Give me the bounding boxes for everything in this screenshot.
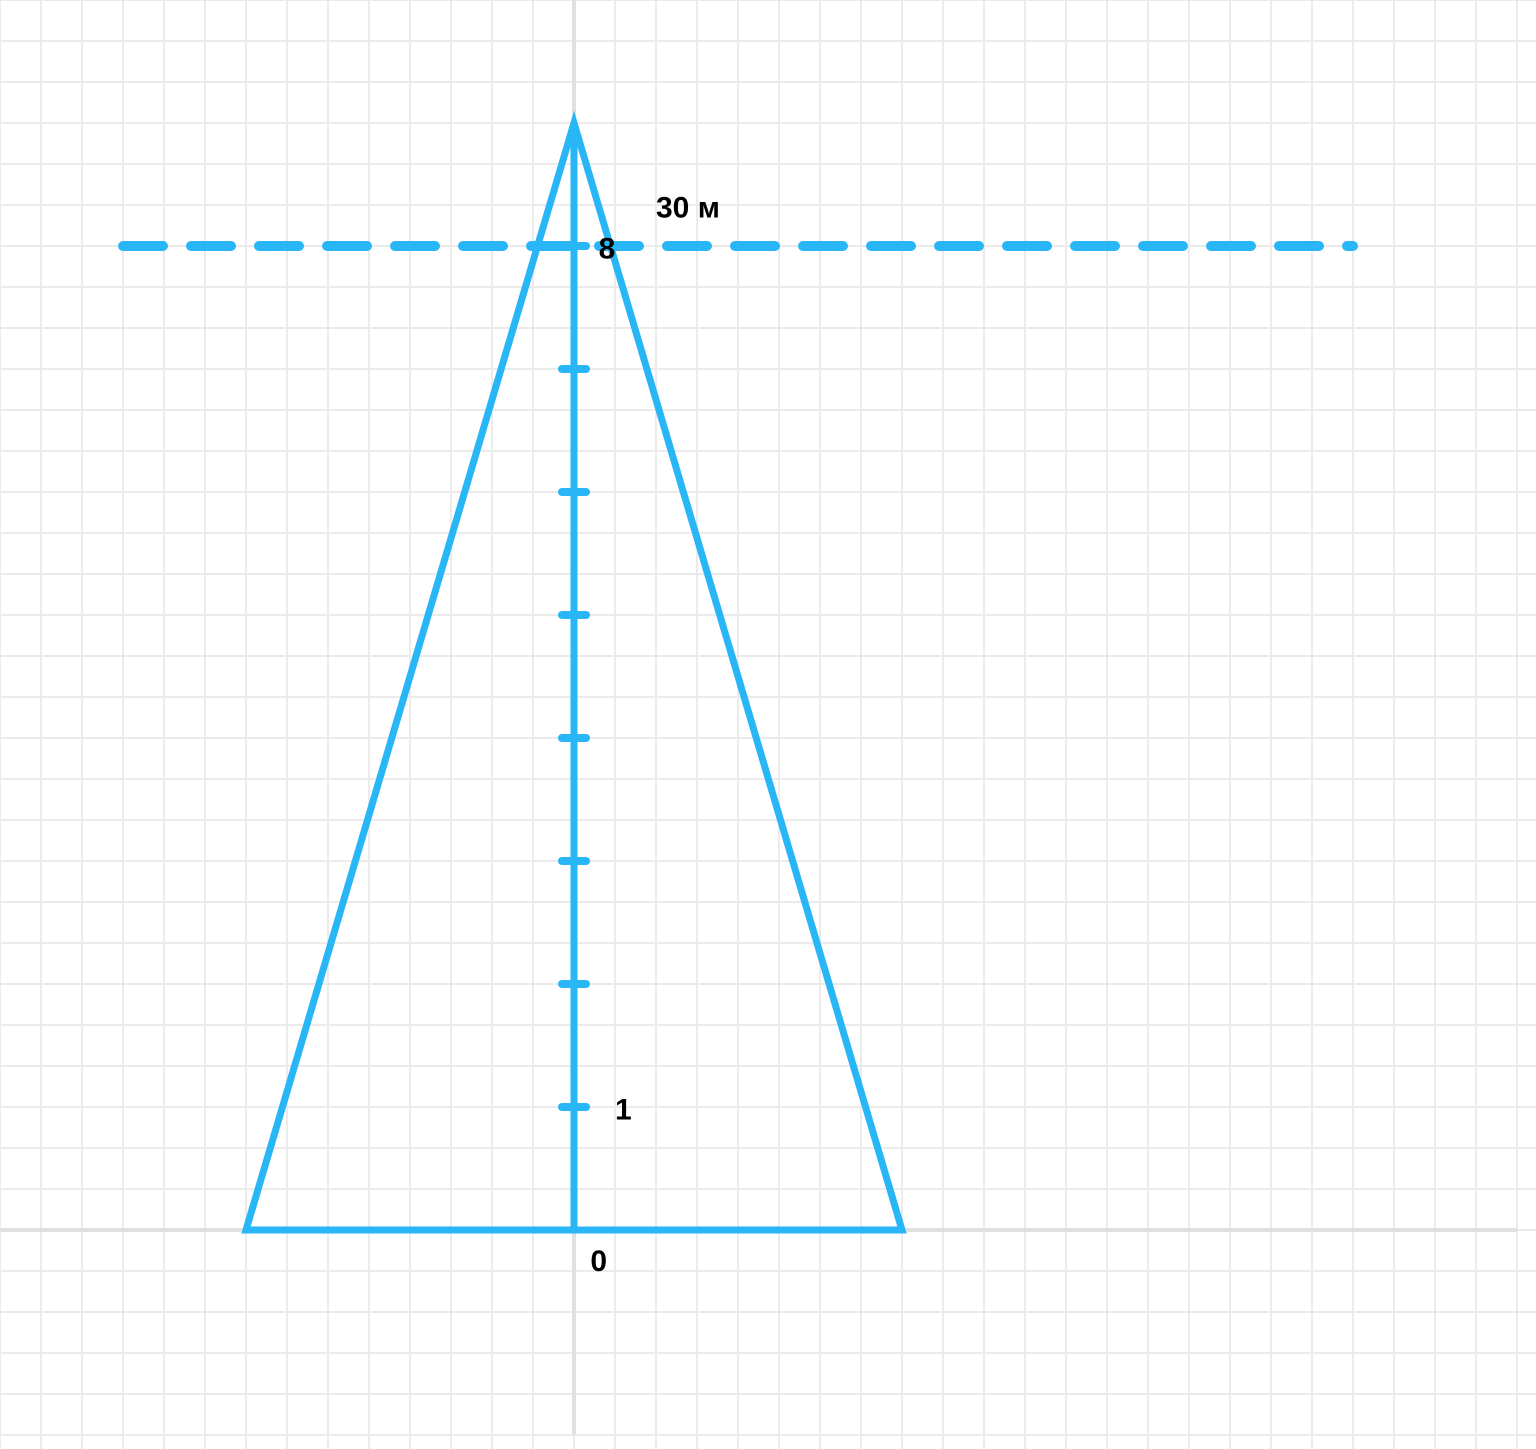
diagram-canvas: 0 1 8 30 м [0,0,1536,1449]
one-label: 1 [615,1093,632,1126]
eight-label: 8 [599,232,616,265]
distance-label: 30 м [656,191,720,224]
zero-label: 0 [590,1245,607,1278]
